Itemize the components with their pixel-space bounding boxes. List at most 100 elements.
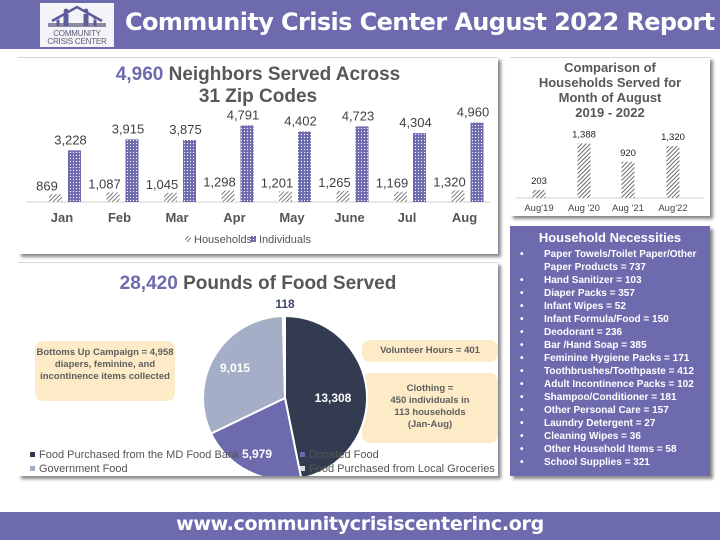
neighbors-served-panel: 4,960 Neighbors Served Across 31 Zip Cod… [18,57,498,254]
bar-data-label: 203 [531,176,547,187]
individuals-data-label: 3,228 [54,132,87,147]
neighbors-title: 4,960 Neighbors Served Across 31 Zip Cod… [18,64,498,108]
website-link[interactable]: www.communitycrisiscenterinc.org [176,513,544,535]
clothing-line2: 450 individuals in [390,395,470,406]
necessity-text: Bar /Hand Soap = 385 [544,340,647,351]
households-data-label: 1,298 [203,175,236,190]
food-pie-chart: 13,308 5,979 9,015 118 [202,297,368,476]
bar-data-label: 1,388 [572,129,596,140]
month-tick-label: Jan [51,210,73,225]
food-pounds-count: 28,420 [119,273,178,294]
individuals-bar [355,126,369,202]
logo-text-line2: CRISIS CENTER [47,37,107,46]
neighbors-title-text: Neighbors Served Across [163,64,401,85]
individuals-data-label: 4,723 [342,108,375,123]
bullet-icon: • [520,392,524,403]
bullet-icon: • [520,249,524,260]
legend-swatch [30,451,35,457]
bullet-icon: • [520,327,524,338]
legend-individuals-label: Individuals [259,234,311,246]
bullet-icon: • [520,353,524,364]
august-comparison-chart: 203 Aug'19 1,388 Aug '20 920 Aug '21 1,320 Aug'… [516,129,704,214]
households-bar [666,146,680,198]
pie-data-label: 118 [275,297,295,311]
households-bar [106,192,120,202]
month-tick-label: June [334,210,364,225]
legend-swatch [300,451,305,457]
households-bar [451,190,465,202]
legend-label: Government Food [39,463,128,475]
pie-slice [281,314,286,399]
bar-data-label: 920 [620,148,636,159]
legend-label: Donated Food [309,449,379,461]
household-necessities-panel: Household Necessities • Paper Towels/Toil… [510,226,710,476]
households-bar [49,194,62,202]
bar-data-label: 1,320 [661,132,685,143]
neighbors-count: 4,960 [115,64,164,85]
individuals-data-label: 4,402 [284,114,317,129]
necessity-item: • School Supplies = 321 [516,456,704,469]
individuals-bar [470,122,484,202]
necessities-list: • Paper Towels/Toilet Paper/Other Paper P… [516,248,704,469]
necessity-text: Other Household Items = 58 [544,444,677,455]
individuals-bar [183,140,196,202]
month-tick-label: Jul [398,210,417,225]
family-house-icon [48,5,106,27]
month-tick-label: Feb [108,210,131,225]
month-tick-label: Apr [223,210,245,225]
monthly-bar-chart: 869 3,228 Jan 1,087 3,915 Feb 1,045 3,875 Mar 1,2… [26,105,490,246]
necessity-item: • Bar /Hand Soap = 385 [516,339,704,352]
bullet-icon: • [520,418,524,429]
legend-item: Food Purchased from the MD Food Bank [30,449,240,461]
individuals-data-label: 3,875 [169,122,202,137]
legend-item: Food Purchased from Local Groceries [300,463,495,475]
bullet-icon: • [520,457,524,468]
necessity-text: Deodorant = 236 [544,327,623,338]
households-data-label: 1,265 [318,175,351,190]
pie-data-label: 5,979 [242,447,272,461]
legend-individuals-swatch [250,236,256,242]
volunteer-hours-callout: Volunteer Hours = 401 [362,340,498,362]
bottoms-up-callout: Bottoms Up Campaign = 4,958 diapers, fem… [35,341,175,401]
comparison-title-line2: Households Served for [538,75,682,90]
bullet-icon: • [520,275,524,286]
households-bar [221,190,235,202]
necessity-text: Toothbrushes/Toothpaste = 412 [544,366,694,377]
households-data-label: 1,320 [433,174,466,189]
pie-slice [209,396,302,476]
necessity-text: Diaper Packs = 357 [544,288,635,299]
necessity-item: • Infant Formula/Food = 150 [516,313,704,326]
necessity-item: • Deodorant = 236 [516,326,704,339]
households-bar [164,192,177,202]
food-title: 28,420 Pounds of Food Served [18,273,498,295]
month-tick-label: May [279,210,305,225]
clothing-line3: 113 households [394,407,466,418]
pie-data-label: 13,308 [315,391,352,405]
households-data-label: 1,087 [88,176,121,191]
bullet-icon: • [520,314,524,325]
comparison-title-line4: 2019 - 2022 [575,105,645,120]
pie-slice [202,315,287,435]
individuals-data-label: 4,791 [227,107,260,122]
year-tick-label: Aug '21 [612,203,644,214]
month-tick-label: Aug [452,210,477,225]
households-data-label: 1,169 [376,176,409,191]
year-tick-label: Aug '20 [568,203,600,214]
necessity-item: • Other Personal Care = 157 [516,404,704,417]
necessity-item: • Cleaning Wipes = 36 [516,430,704,443]
necessity-item: • Laundry Detergent = 27 [516,417,704,430]
necessity-item: • Toothbrushes/Toothpaste = 412 [516,365,704,378]
legend-label: Food Purchased from Local Groceries [309,463,495,475]
bullet-icon: • [520,444,524,455]
necessity-text: Cleaning Wipes = 36 [544,431,641,442]
necessity-text: Infant Wipes = 52 [544,301,626,312]
necessity-text: School Supplies = 321 [544,457,650,468]
comparison-title-line3: Month of August [558,90,662,105]
zip-codes-text: 31 Zip Codes [198,86,318,107]
households-bar [279,191,292,202]
legend-swatch [300,465,305,471]
households-bar [532,190,546,198]
individuals-data-label: 4,960 [457,105,490,120]
individuals-data-label: 3,915 [112,121,145,136]
necessity-text: Paper Towels/Toilet Paper/Other Paper Pr… [544,249,697,273]
